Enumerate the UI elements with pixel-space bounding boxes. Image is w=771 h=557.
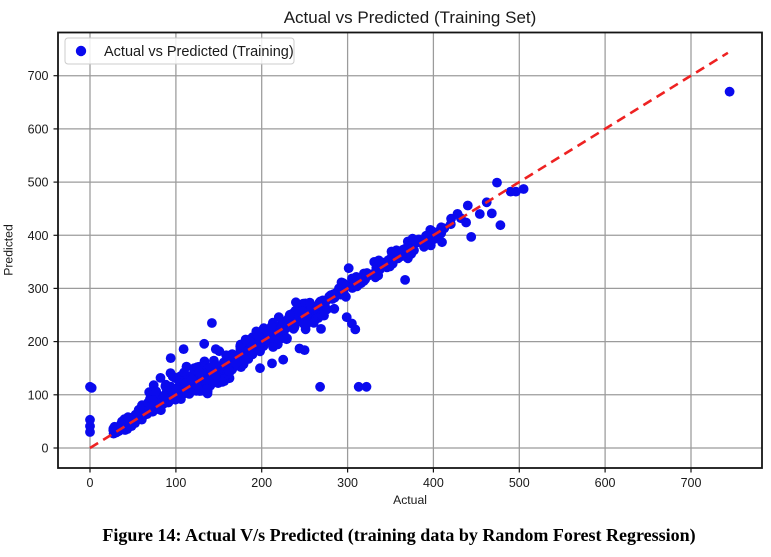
svg-text:600: 600 [595, 476, 616, 490]
svg-text:Predicted: Predicted [2, 224, 16, 276]
svg-text:400: 400 [28, 229, 49, 243]
svg-text:400: 400 [423, 476, 444, 490]
svg-text:200: 200 [251, 476, 272, 490]
svg-text:100: 100 [28, 388, 49, 402]
svg-text:700: 700 [681, 476, 702, 490]
svg-text:300: 300 [337, 476, 358, 490]
svg-text:0: 0 [42, 442, 49, 456]
svg-text:500: 500 [28, 176, 49, 190]
svg-text:Actual vs Predicted (Training: Actual vs Predicted (Training Set) [284, 8, 537, 27]
svg-text:Actual vs Predicted (Training): Actual vs Predicted (Training) [104, 44, 294, 60]
svg-text:600: 600 [28, 122, 49, 136]
svg-text:100: 100 [165, 476, 186, 490]
svg-text:700: 700 [28, 69, 49, 83]
svg-text:300: 300 [28, 282, 49, 296]
svg-text:Figure 14: Actual V/s Predicte: Figure 14: Actual V/s Predicted (trainin… [102, 525, 695, 546]
svg-text:Actual: Actual [393, 493, 427, 507]
svg-text:0: 0 [87, 476, 94, 490]
svg-text:500: 500 [509, 476, 530, 490]
svg-text:200: 200 [28, 335, 49, 349]
